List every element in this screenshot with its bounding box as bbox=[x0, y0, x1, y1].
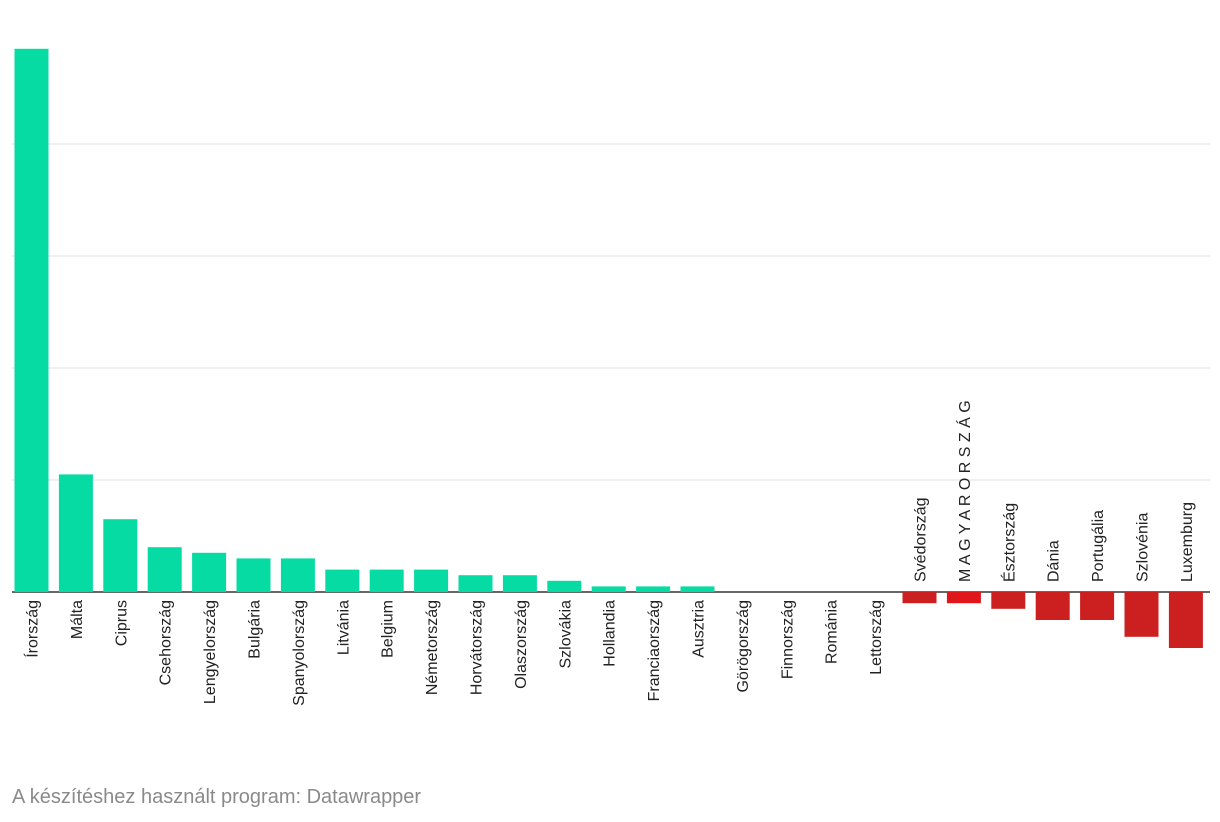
bar bbox=[1124, 592, 1159, 637]
category-label: Svédország bbox=[913, 498, 930, 583]
bar-chart: Írország Málta Ciprus Csehország Lengyelorsz… bbox=[12, 48, 1210, 706]
category-label: Németország bbox=[424, 600, 441, 695]
bar bbox=[414, 569, 449, 592]
category-label: Dánia bbox=[1046, 540, 1063, 582]
bar bbox=[547, 580, 582, 592]
bar bbox=[369, 569, 404, 592]
bar bbox=[147, 547, 182, 592]
bar bbox=[1080, 592, 1115, 620]
bar bbox=[458, 575, 493, 592]
bar bbox=[636, 586, 671, 592]
category-label: Görögország bbox=[735, 600, 752, 693]
bar bbox=[1168, 592, 1203, 648]
category-label: Horvátország bbox=[469, 600, 486, 695]
category-label: Luxemburg bbox=[1179, 502, 1196, 582]
category-label: Portugália bbox=[1090, 510, 1107, 582]
bar bbox=[902, 592, 937, 604]
bar bbox=[236, 558, 271, 592]
bar bbox=[58, 474, 93, 592]
category-label: Lengyelország bbox=[202, 600, 219, 704]
bar bbox=[280, 558, 315, 592]
bar bbox=[591, 586, 626, 592]
grid-layer bbox=[12, 143, 1210, 593]
bar bbox=[946, 592, 981, 604]
category-label: Szlovénia bbox=[1135, 513, 1152, 582]
footer-credit: A készítéshez használt program: Datawrap… bbox=[12, 786, 422, 808]
bar bbox=[103, 519, 138, 592]
bar bbox=[1035, 592, 1070, 620]
category-label: Észtország bbox=[999, 503, 1018, 582]
category-label: Finnország bbox=[779, 600, 796, 679]
bar bbox=[991, 592, 1026, 609]
labels-layer: Írország Málta Ciprus Csehország Lengyelorsz… bbox=[23, 400, 1196, 706]
bar bbox=[192, 552, 227, 592]
category-label: Hollandia bbox=[602, 600, 619, 667]
category-label: Olaszország bbox=[513, 600, 530, 689]
category-label: Ausztria bbox=[691, 600, 708, 658]
category-label: Románia bbox=[824, 600, 841, 664]
category-label: Franciaország bbox=[646, 600, 663, 701]
category-label: M A G Y A R O R S Z Á G bbox=[955, 400, 974, 582]
category-label: Lettország bbox=[868, 600, 885, 675]
category-label: Bulgária bbox=[247, 600, 264, 659]
category-label: Spanyolország bbox=[291, 600, 308, 706]
bar bbox=[14, 48, 49, 593]
category-label: Írország bbox=[23, 600, 42, 658]
bar bbox=[325, 569, 360, 592]
category-label: Szlovákia bbox=[557, 600, 574, 669]
category-label: Litvánia bbox=[335, 600, 352, 655]
bar bbox=[680, 586, 715, 592]
bar bbox=[502, 575, 537, 592]
category-label: Málta bbox=[69, 600, 86, 639]
category-label: Belgium bbox=[380, 600, 397, 658]
bars-layer bbox=[14, 48, 1203, 648]
category-label: Ciprus bbox=[113, 600, 130, 646]
category-label: Csehország bbox=[158, 600, 175, 685]
